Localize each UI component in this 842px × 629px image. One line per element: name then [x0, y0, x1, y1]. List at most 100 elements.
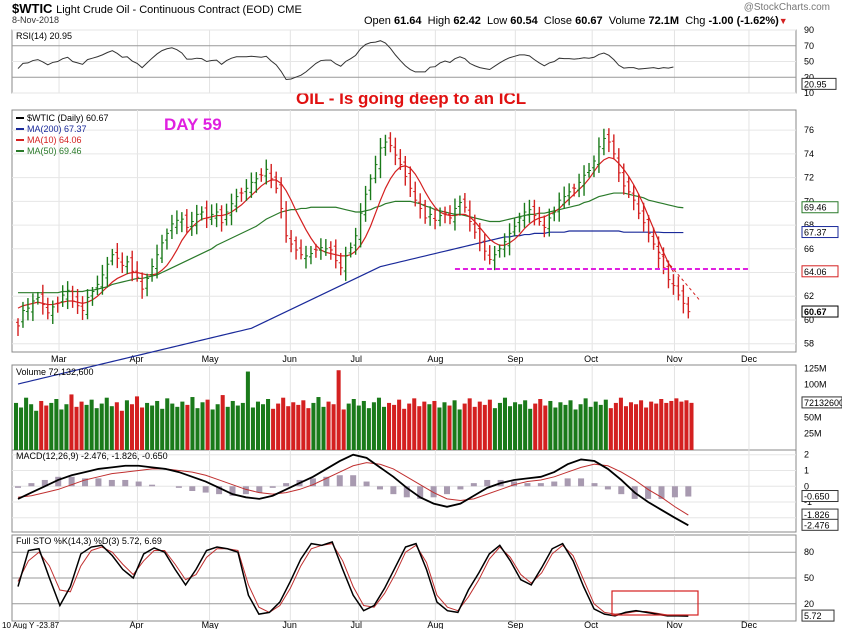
- rsi-tick-label: 90: [804, 25, 814, 35]
- volume-tick-label: 125M: [804, 363, 827, 373]
- macd-histogram-bar: [403, 486, 410, 498]
- volume-bar: [482, 404, 487, 450]
- symbol: $WTIC: [12, 1, 53, 16]
- price-x-month-label: Jun: [282, 354, 297, 364]
- sto-tick-label: 80: [804, 547, 814, 557]
- macd-histogram-bar: [511, 481, 518, 487]
- open-label: Open: [364, 15, 391, 27]
- macd-histogram-bar: [457, 486, 464, 490]
- price-x-month-label: Aug: [427, 354, 443, 364]
- volume-bar: [341, 409, 346, 450]
- volume-bar: [593, 401, 598, 450]
- volume-bar: [664, 402, 669, 450]
- volume-bar: [104, 397, 109, 450]
- macd-histogram-bar: [256, 486, 263, 493]
- macd-histogram-bar: [350, 475, 357, 487]
- volume-bar: [175, 406, 180, 450]
- volume-bar: [487, 399, 492, 450]
- macd-histogram-bar: [685, 486, 692, 497]
- volume-bar: [220, 395, 225, 450]
- price-x-month-label: Mar: [51, 354, 67, 364]
- sto-tick-label: 20: [804, 599, 814, 609]
- price-value-label-box: [801, 226, 839, 239]
- volume-bar: [74, 406, 79, 450]
- instrument-description: Light Crude Oil - Continuous Contract (E…: [56, 4, 274, 16]
- bottom-axis-month-label: Sep: [507, 620, 523, 629]
- ohlc-summary: Open 61.64 High 62.42 Low 60.54 Close 60…: [364, 15, 788, 27]
- volume-bar: [124, 400, 129, 450]
- price-value-label: 60.67: [804, 307, 827, 317]
- volume-bar: [623, 406, 628, 450]
- price-x-month-label: Jul: [351, 354, 363, 364]
- volume-bar: [210, 409, 215, 450]
- macd-histogram-bar: [135, 481, 142, 487]
- volume-bar: [54, 399, 59, 450]
- volume-value: 72.1M: [648, 15, 680, 27]
- rsi-tick-label: 30: [804, 72, 814, 82]
- volume-bar: [392, 404, 397, 450]
- price-x-month-label: Dec: [741, 354, 758, 364]
- macd-histogram-bar: [216, 486, 223, 495]
- sto-tick-label: 50: [804, 573, 814, 583]
- price-value-label-box: [801, 201, 839, 214]
- volume-bar: [649, 401, 654, 450]
- volume-bar: [301, 400, 306, 450]
- macd-histogram-bar: [149, 484, 156, 487]
- headline-annotation: OIL - Is going deep to an ICL: [296, 89, 526, 108]
- volume-bar: [255, 401, 261, 450]
- volume-bar: [306, 408, 311, 450]
- volume-bar: [492, 408, 497, 450]
- sto-k-line: [17, 540, 689, 617]
- low-value: 60.54: [510, 15, 538, 27]
- volume-bar: [462, 403, 467, 450]
- price-tick-label: 60: [804, 315, 814, 325]
- macd-value-label: -0.650: [804, 492, 830, 502]
- volume-bar: [336, 370, 341, 450]
- volume-bar: [467, 398, 472, 450]
- rsi-value-box: [801, 77, 837, 90]
- volume-bar: [205, 399, 210, 450]
- volume-bar: [160, 408, 165, 450]
- volume-bar: [356, 405, 361, 450]
- volume-bar: [245, 371, 250, 450]
- volume-bar: [170, 403, 175, 450]
- volume-bar: [366, 408, 371, 450]
- macd-histogram-bar: [15, 486, 21, 488]
- volume-bar: [603, 399, 608, 450]
- volume-bar: [548, 400, 553, 450]
- volume-bar: [432, 400, 437, 450]
- macd-histogram-bar: [363, 481, 370, 487]
- panel-frame-price: [11, 109, 797, 353]
- volume-bar: [291, 402, 296, 450]
- volume-bar: [397, 399, 402, 450]
- macd-histogram-bar: [229, 486, 236, 496]
- volume-bar: [326, 401, 331, 450]
- volume-bar: [387, 402, 392, 450]
- volume-bar: [371, 402, 376, 450]
- ma200-line: [17, 230, 684, 385]
- price-x-month-label: Nov: [666, 354, 683, 364]
- volume-bar: [502, 397, 508, 450]
- volume-bar: [689, 402, 694, 450]
- volume-bar: [457, 409, 462, 450]
- volume-tick-label: 50M: [804, 412, 822, 422]
- volume-bar: [538, 399, 543, 450]
- macd-histogram-bar: [336, 475, 343, 487]
- volume-bar: [497, 402, 502, 450]
- macd-histogram-bar: [175, 486, 182, 488]
- volume-bar: [39, 400, 44, 450]
- bottom-axis-month-label: May: [202, 620, 220, 629]
- volume-bar: [29, 404, 34, 450]
- low-label: Low: [486, 15, 508, 27]
- macd-histogram-bar: [309, 478, 316, 487]
- macd-value-label: -1.826: [804, 510, 830, 520]
- macd-tick-label: 0: [804, 481, 809, 491]
- volume-bar: [235, 405, 240, 450]
- volume-bar: [24, 397, 29, 450]
- oversold-highlight-box: [611, 590, 699, 616]
- volume-bar: [281, 397, 286, 450]
- macd-histogram-bar: [430, 486, 437, 498]
- volume-bar: [215, 404, 220, 450]
- volume-bar: [613, 402, 618, 450]
- volume-bar: [59, 409, 64, 450]
